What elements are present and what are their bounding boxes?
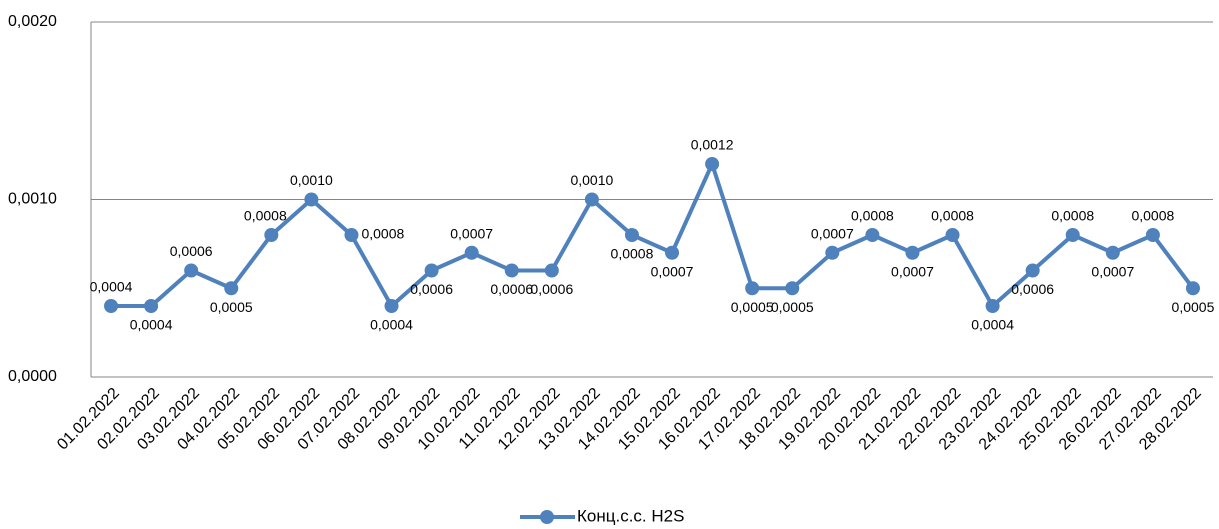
data-point bbox=[104, 299, 119, 313]
data-label: 0,0008 bbox=[1051, 208, 1094, 224]
data-point bbox=[865, 228, 880, 242]
data-line bbox=[111, 162, 1195, 308]
data-label: 0,0005 bbox=[1172, 299, 1215, 315]
data-label: 0,0006 bbox=[170, 243, 213, 259]
data-point bbox=[785, 281, 800, 296]
data-point bbox=[264, 228, 279, 242]
legend-marker bbox=[540, 510, 554, 524]
data-point bbox=[905, 245, 920, 260]
data-label: 0,0004 bbox=[130, 317, 173, 333]
data-label: 0,0007 bbox=[1091, 263, 1134, 279]
data-point bbox=[384, 299, 399, 313]
data-point bbox=[1145, 228, 1160, 242]
data-point bbox=[184, 263, 199, 278]
data-label: 0,0008 bbox=[1131, 208, 1174, 224]
data-point bbox=[705, 157, 720, 171]
data-point bbox=[745, 281, 760, 296]
data-label: 0,0006 bbox=[530, 281, 573, 297]
data-label: 0,0008 bbox=[361, 226, 404, 242]
data-label: 0,0010 bbox=[290, 172, 333, 188]
data-label: 0,0005 bbox=[731, 299, 774, 315]
data-point bbox=[945, 228, 960, 242]
data-label: 0,0004 bbox=[971, 317, 1014, 333]
data-point bbox=[224, 281, 239, 296]
data-point bbox=[1025, 263, 1040, 278]
data-label: 0,0007 bbox=[450, 225, 493, 241]
data-label: 0,0007 bbox=[811, 225, 854, 241]
data-point bbox=[1065, 228, 1080, 242]
data-point bbox=[665, 245, 680, 260]
data-label: 0,0005 bbox=[771, 299, 814, 315]
data-point bbox=[985, 299, 1000, 313]
y-tick-label: 0,0000 bbox=[8, 368, 57, 385]
data-point bbox=[1185, 281, 1200, 296]
data-label: 0,0008 bbox=[851, 208, 894, 224]
data-label: 0,0006 bbox=[410, 281, 453, 297]
data-point bbox=[144, 299, 159, 313]
data-label: 0,0008 bbox=[931, 208, 974, 224]
y-tick-label: 0,0010 bbox=[8, 191, 57, 208]
data-point bbox=[624, 228, 639, 242]
data-point bbox=[504, 263, 519, 278]
data-point bbox=[344, 228, 359, 242]
data-point bbox=[584, 192, 599, 207]
data-label: 0,0008 bbox=[611, 246, 654, 262]
legend-label: Конц.с.с. H2S bbox=[577, 506, 684, 525]
data-point bbox=[825, 245, 840, 260]
data-point bbox=[424, 263, 439, 278]
data-label: 0,0006 bbox=[490, 281, 533, 297]
data-label: 0,0007 bbox=[891, 263, 934, 279]
data-point bbox=[304, 192, 319, 207]
data-label: 0,0007 bbox=[651, 263, 694, 279]
data-point bbox=[1105, 245, 1120, 260]
data-label: 0,0006 bbox=[1011, 281, 1054, 297]
y-tick-label: 0,0020 bbox=[8, 13, 57, 30]
data-label: 0,0004 bbox=[90, 279, 133, 295]
data-label: 0,0010 bbox=[570, 172, 613, 188]
data-point bbox=[464, 245, 479, 260]
data-label: 0,0005 bbox=[210, 299, 253, 315]
data-label: 0,0012 bbox=[691, 137, 734, 153]
data-label: 0,0008 bbox=[244, 208, 287, 224]
data-point bbox=[544, 263, 559, 278]
data-label: 0,0004 bbox=[370, 317, 413, 333]
